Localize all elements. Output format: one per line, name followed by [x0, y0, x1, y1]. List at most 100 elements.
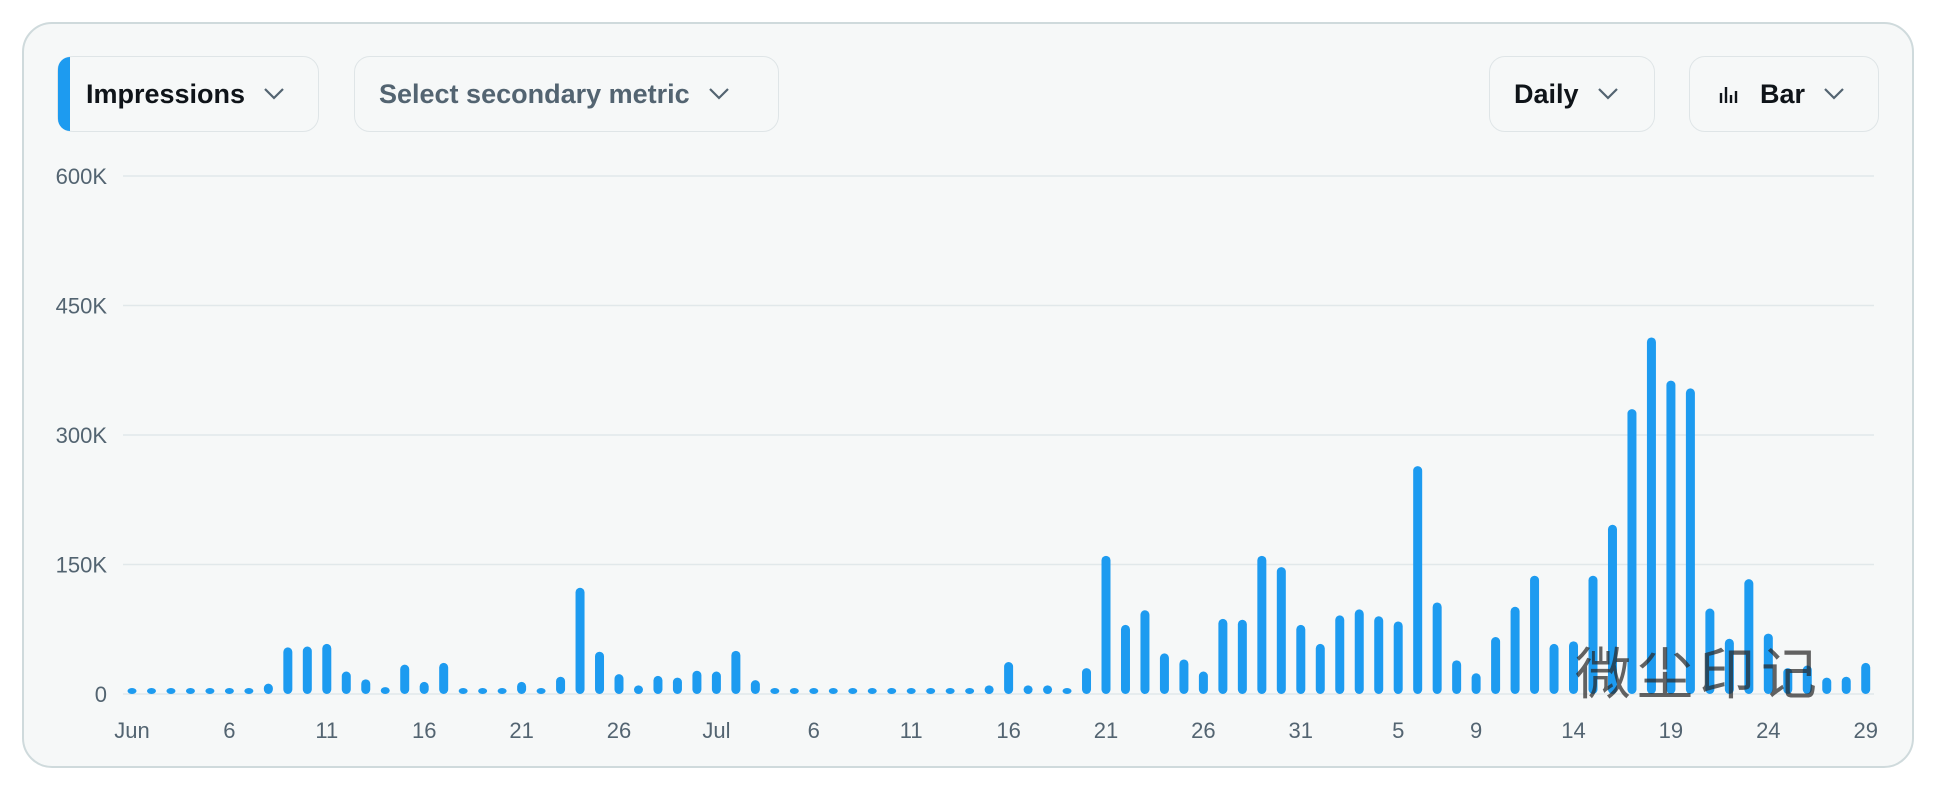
bar: [1822, 677, 1832, 694]
bar: [146, 688, 156, 694]
bar: [653, 675, 663, 694]
analytics-card: Impressions Select secondary metric Dail…: [22, 22, 1914, 768]
bar: [984, 685, 994, 694]
bar: [1296, 624, 1306, 694]
bar: [1666, 380, 1676, 694]
bar-icon: [1719, 87, 1738, 103]
x-tick-label: 24: [1756, 718, 1780, 743]
chevron: [1597, 88, 1618, 100]
bar: [302, 646, 312, 694]
bar: [1607, 524, 1617, 694]
bar: [848, 688, 858, 694]
chart-style-dropdown[interactable]: Bar: [1689, 56, 1879, 132]
bar: [1140, 610, 1150, 694]
y-tick-label: 150K: [56, 552, 108, 577]
bar: [1101, 555, 1111, 694]
bar: [478, 688, 488, 694]
bar: [867, 688, 877, 694]
primary-metric-dropdown[interactable]: Impressions: [57, 56, 319, 132]
bar: [1043, 685, 1053, 694]
bar: [1705, 608, 1715, 694]
x-tick-label: 26: [1191, 718, 1215, 743]
chevron: [1824, 88, 1844, 100]
x-tick-label: 9: [1470, 718, 1482, 743]
bar: [1198, 671, 1208, 694]
bar: [1276, 567, 1286, 694]
x-tick-label: 21: [1094, 718, 1118, 743]
bar: [1452, 660, 1462, 694]
y-tick-label: 600K: [56, 164, 108, 189]
bar: [906, 688, 916, 694]
bar: [322, 643, 332, 694]
x-tick-label: 16: [996, 718, 1020, 743]
y-tick-label: 0: [95, 682, 107, 707]
bar: [1783, 668, 1793, 694]
bar: [1588, 575, 1598, 694]
bar: [1432, 602, 1442, 694]
bar: [1393, 621, 1403, 694]
primary-metric-label: Impressions: [86, 78, 246, 109]
bar: [341, 671, 351, 694]
bar: [926, 688, 936, 694]
bar: [556, 676, 566, 694]
bar: [575, 587, 585, 694]
bar: [809, 688, 819, 694]
bar: [205, 688, 215, 694]
chevron: [708, 88, 729, 100]
bar: [1861, 662, 1871, 694]
bar: [1023, 685, 1033, 694]
bar: [789, 688, 799, 694]
x-tick-label: 26: [607, 718, 631, 743]
bar: [458, 688, 468, 694]
bar: [361, 679, 371, 694]
bar: [1530, 575, 1540, 694]
bar: [1627, 409, 1637, 694]
x-tick-label: 19: [1659, 718, 1683, 743]
bar: [1724, 638, 1734, 694]
bar: [1374, 616, 1384, 694]
bar: [1549, 643, 1559, 694]
bar: [497, 688, 507, 694]
bar: [439, 662, 449, 694]
bar: [166, 688, 176, 694]
bar: [224, 688, 234, 694]
x-tick-label: 6: [808, 718, 820, 743]
bar: [1159, 653, 1169, 694]
bar: [1763, 633, 1773, 694]
x-tick-label: Jul: [702, 718, 730, 743]
bar: [380, 687, 390, 694]
x-tick-label: 31: [1289, 718, 1313, 743]
bar: [1413, 466, 1423, 694]
bar: [887, 688, 897, 694]
x-tick-label: 21: [509, 718, 533, 743]
bar: [945, 688, 955, 694]
x-tick-label: 16: [412, 718, 436, 743]
x-tick-label: Jun: [114, 718, 149, 743]
bar: [185, 688, 195, 694]
x-tick-label: 5: [1392, 718, 1404, 743]
metric-accent: [58, 57, 70, 131]
bar: [1315, 643, 1325, 694]
bar: [1082, 668, 1092, 694]
bar: [263, 683, 273, 694]
bar: [1354, 609, 1364, 694]
bar: [1237, 619, 1247, 694]
x-tick-label: 11: [900, 718, 923, 743]
x-tick-label: 6: [223, 718, 235, 743]
bar: [400, 664, 410, 694]
bar: [1471, 673, 1481, 694]
bar: [1744, 579, 1754, 694]
interval-label: Daily: [1514, 78, 1579, 109]
x-tick-label: 29: [1853, 718, 1877, 743]
interval-dropdown[interactable]: Daily: [1489, 56, 1655, 132]
bar: [127, 688, 137, 694]
bar: [770, 688, 780, 694]
bar: [1491, 637, 1501, 694]
secondary-metric-dropdown[interactable]: Select secondary metric: [354, 56, 779, 132]
bar: [1335, 615, 1345, 694]
bar: [1685, 388, 1695, 694]
bar: [1802, 665, 1812, 694]
bar: [711, 671, 721, 694]
